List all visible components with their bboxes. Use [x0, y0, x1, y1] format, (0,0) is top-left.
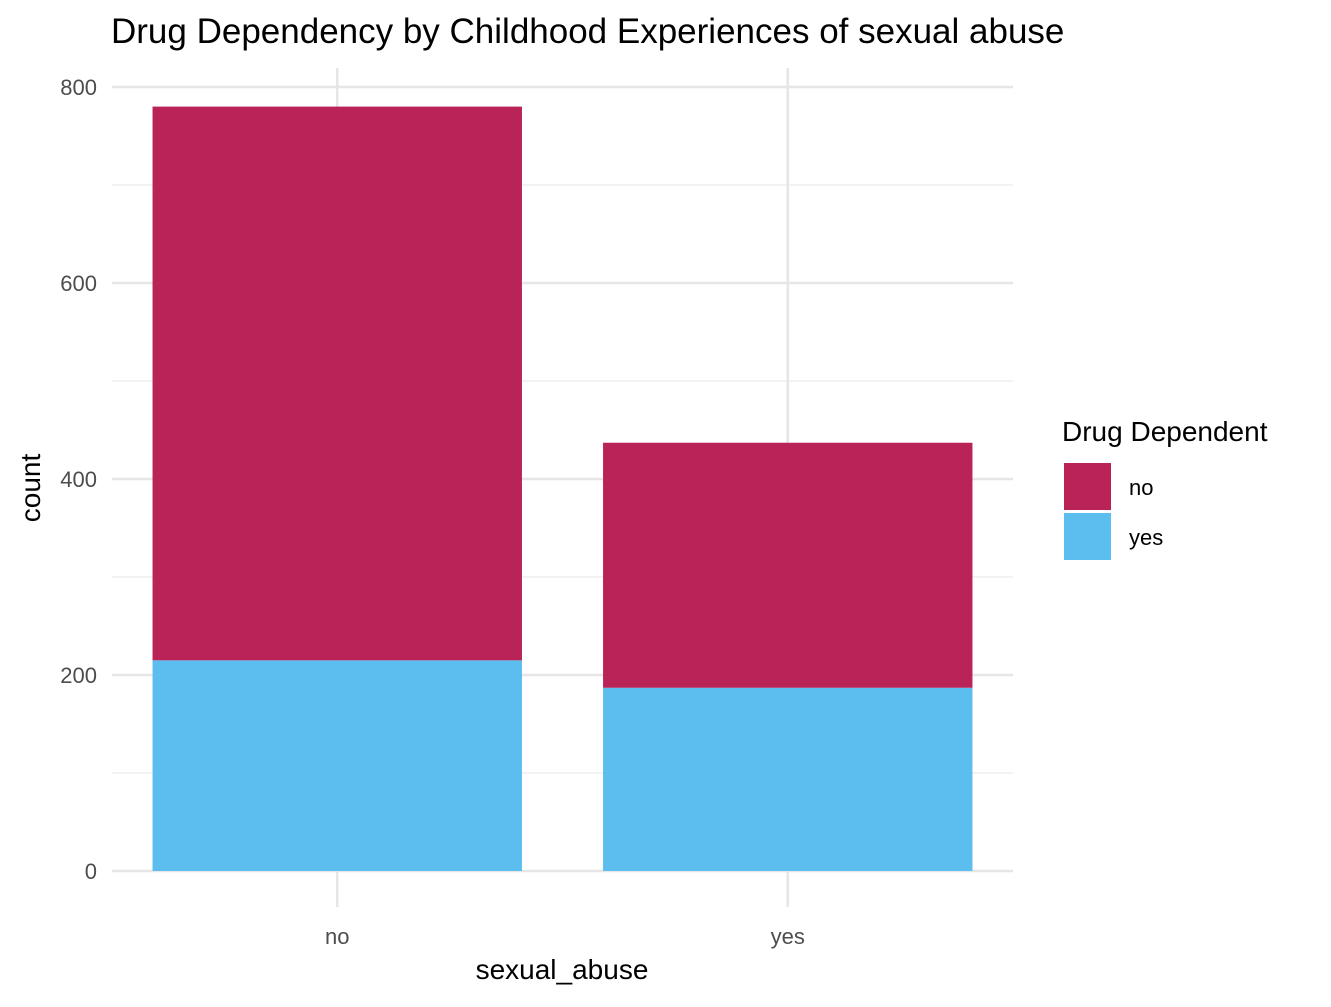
- y-tick-label: 400: [60, 467, 97, 492]
- bar-no-yes: [152, 660, 522, 871]
- bar-no-no: [152, 106, 522, 661]
- bars-layer: [152, 106, 973, 871]
- legend-label-yes: yes: [1129, 525, 1163, 550]
- bar-yes-yes: [603, 687, 973, 871]
- legend-items: no yes: [1064, 463, 1163, 560]
- legend-key-yes: [1064, 513, 1111, 560]
- legend-label-no: no: [1129, 475, 1153, 500]
- chart-title: Drug Dependency by Childhood Experiences…: [111, 12, 1064, 51]
- y-tick-label: 600: [60, 271, 97, 296]
- legend: Drug Dependent no yes: [1062, 416, 1268, 560]
- bar-yes-no: [603, 442, 973, 688]
- legend-title: Drug Dependent: [1062, 416, 1268, 447]
- y-tick-label: 200: [60, 663, 97, 688]
- x-axis-title: sexual_abuse: [476, 954, 649, 985]
- y-axis-title: count: [15, 454, 46, 523]
- x-tick-label: no: [325, 924, 349, 949]
- legend-key-no: [1064, 463, 1111, 510]
- ticks-layer: 0 200 400 600 800 no yes: [60, 75, 805, 949]
- y-tick-label: 800: [60, 75, 97, 100]
- y-tick-label: 0: [85, 859, 97, 884]
- x-tick-label: yes: [771, 924, 805, 949]
